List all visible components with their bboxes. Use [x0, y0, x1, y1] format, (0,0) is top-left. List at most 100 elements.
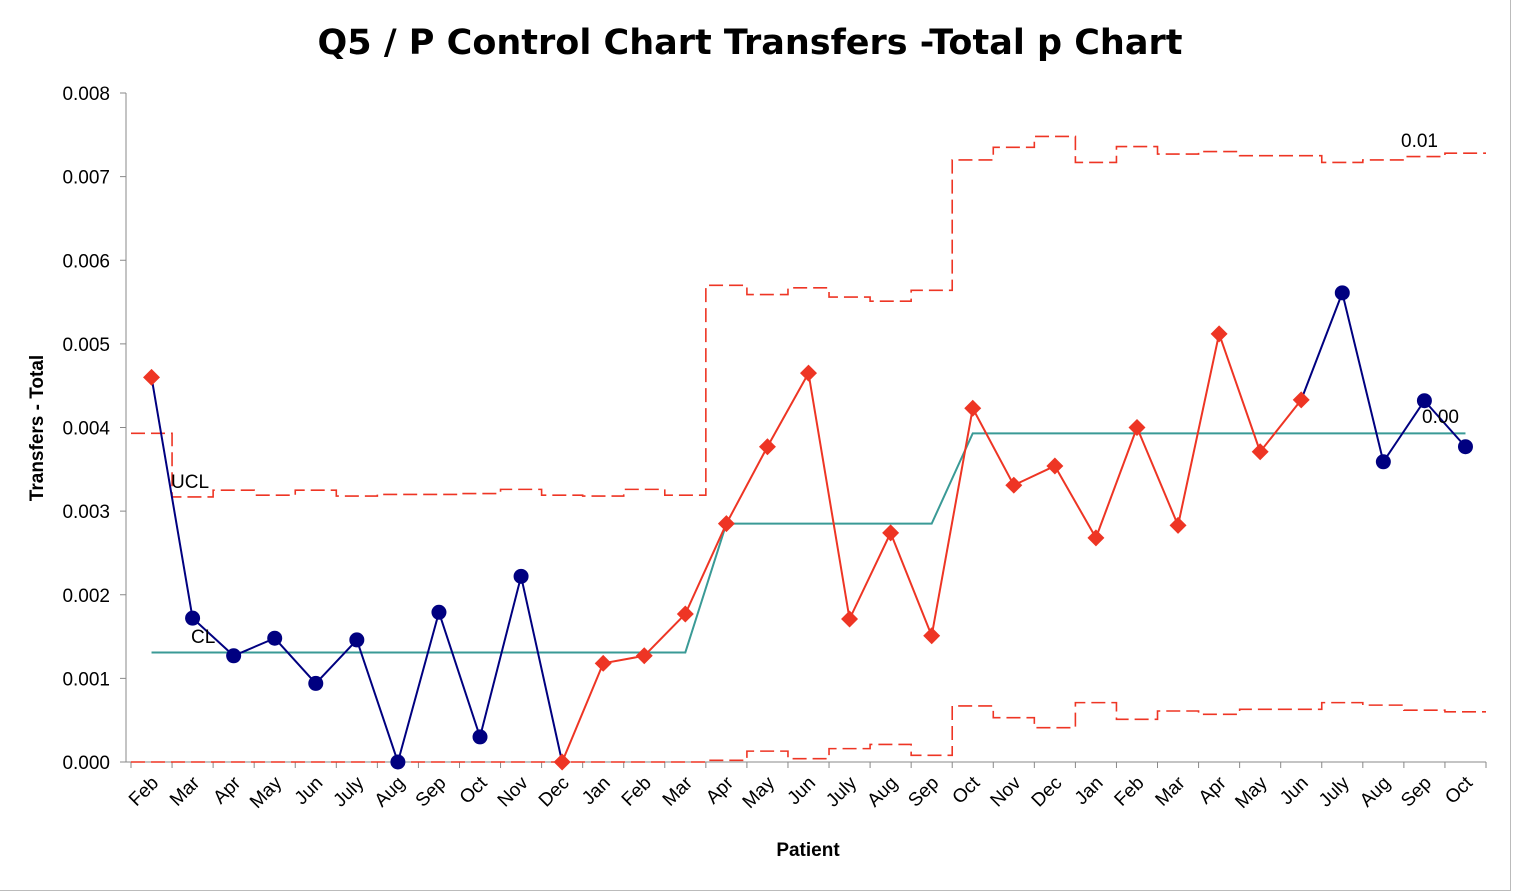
- signal-point: [923, 627, 941, 645]
- p-line-segment: [1094, 427, 1138, 539]
- p-line-segment: [1136, 427, 1179, 526]
- x-tick-label: Mar: [1152, 772, 1190, 810]
- x-tick-label: Mar: [659, 772, 697, 810]
- y-tick-label: 0.004: [62, 419, 110, 440]
- signal-point: [1169, 516, 1187, 534]
- x-tick-label: Jun: [784, 773, 821, 810]
- y-tick-label: 0.001: [62, 669, 110, 690]
- y-tick-label: 0.003: [62, 502, 110, 523]
- y-tick-label: 0.006: [62, 251, 110, 272]
- x-tick-label: Jan: [1071, 773, 1108, 810]
- x-tick-label: Feb: [1111, 773, 1149, 811]
- x-tick-label: Jun: [1276, 773, 1313, 810]
- signal-point: [553, 753, 571, 771]
- x-tick-label: Oct: [456, 772, 492, 808]
- x-tick-label: Feb: [125, 773, 163, 811]
- x-tick-label: May: [1231, 772, 1272, 813]
- signal-point: [758, 438, 776, 456]
- data-point: [1457, 439, 1473, 455]
- x-tick-label: July: [822, 772, 861, 811]
- p-line-segment: [1013, 465, 1056, 487]
- signal-point: [635, 647, 653, 665]
- x-tick-label: Oct: [1441, 772, 1477, 808]
- data-point: [308, 675, 324, 691]
- signal-point: [841, 610, 859, 628]
- x-tick-label: Mar: [166, 772, 204, 810]
- x-tick-label: Nov: [494, 772, 533, 811]
- data-point: [267, 630, 283, 646]
- p-line-segment: [930, 408, 974, 636]
- y-tick-label: 0.000: [62, 753, 110, 774]
- p-line-segment: [1300, 292, 1344, 401]
- x-tick-label: Sep: [904, 773, 943, 812]
- x-tick-label: Jan: [578, 773, 615, 810]
- p-line-segment: [807, 372, 851, 620]
- cl-line: [151, 432, 1466, 654]
- x-tick-label: Jun: [291, 773, 328, 810]
- x-tick-label: Feb: [618, 773, 656, 811]
- signal-point: [1046, 457, 1064, 475]
- x-tick-label: Aug: [371, 773, 410, 812]
- p-line-segment: [971, 407, 1015, 486]
- x-tick-label: Apr: [209, 772, 245, 808]
- signal-point: [594, 654, 612, 672]
- x-tick-label: Dec: [1028, 773, 1067, 812]
- data-point: [349, 632, 365, 648]
- signal-point: [1210, 325, 1228, 343]
- p-line-segment: [643, 613, 687, 657]
- x-tick-label: Oct: [949, 772, 985, 808]
- y-tick-label: 0.002: [62, 586, 110, 607]
- p-line-segment: [889, 532, 933, 637]
- x-tick-label: Apr: [702, 772, 738, 808]
- p-line-segment: [150, 377, 194, 619]
- p-line-segment: [191, 617, 235, 657]
- cl-label: CL: [191, 627, 215, 648]
- x-tick-label: May: [739, 772, 780, 813]
- data-point: [390, 754, 406, 770]
- p-line-segment: [684, 523, 728, 615]
- data-point: [513, 568, 529, 584]
- x-tick-label: Nov: [987, 772, 1026, 811]
- data-point: [226, 648, 242, 664]
- cl-end-label: 0.00: [1422, 407, 1459, 428]
- signal-point: [882, 524, 900, 542]
- ucl-line: [131, 135, 1486, 498]
- data-point: [185, 610, 201, 626]
- signal-point: [1005, 476, 1023, 494]
- y-tick-label: 0.005: [62, 335, 110, 356]
- p-line-segment: [766, 372, 810, 448]
- p-line-segment: [396, 612, 440, 763]
- ucl-end-label: 0.01: [1401, 131, 1438, 152]
- x-tick-label: Sep: [1397, 773, 1436, 812]
- signal-point: [676, 605, 694, 623]
- p-line-segment: [1053, 465, 1097, 539]
- x-tick-label: Apr: [1195, 772, 1231, 808]
- p-line-segment: [479, 576, 523, 738]
- chart-title: Q5 / P Control Chart Transfers -Total p …: [318, 23, 1183, 63]
- p-line-segment: [520, 576, 564, 763]
- p-line-segment: [273, 637, 317, 685]
- ucl-label: UCL: [171, 472, 209, 493]
- signal-point: [1087, 529, 1105, 547]
- x-tick-label: Dec: [535, 773, 574, 812]
- p-line-segment: [725, 446, 769, 525]
- y-tick-label: 0.008: [62, 84, 110, 105]
- data-point: [472, 729, 488, 745]
- p-line-segment: [1341, 292, 1385, 463]
- p-line-segment: [315, 639, 358, 685]
- p-line-segment: [1382, 400, 1426, 463]
- p-line-segment: [561, 662, 605, 763]
- x-tick-label: Sep: [412, 773, 451, 812]
- x-axis-title: Patient: [776, 840, 840, 861]
- signal-point: [964, 399, 982, 417]
- data-point: [431, 604, 447, 620]
- data-point: [1375, 454, 1391, 470]
- signal-point: [717, 515, 735, 533]
- x-tick-label: May: [246, 772, 287, 813]
- data-point: [1334, 285, 1350, 301]
- p-line-segment: [848, 532, 892, 620]
- lcl-line: [131, 701, 1486, 763]
- signal-point: [143, 368, 161, 386]
